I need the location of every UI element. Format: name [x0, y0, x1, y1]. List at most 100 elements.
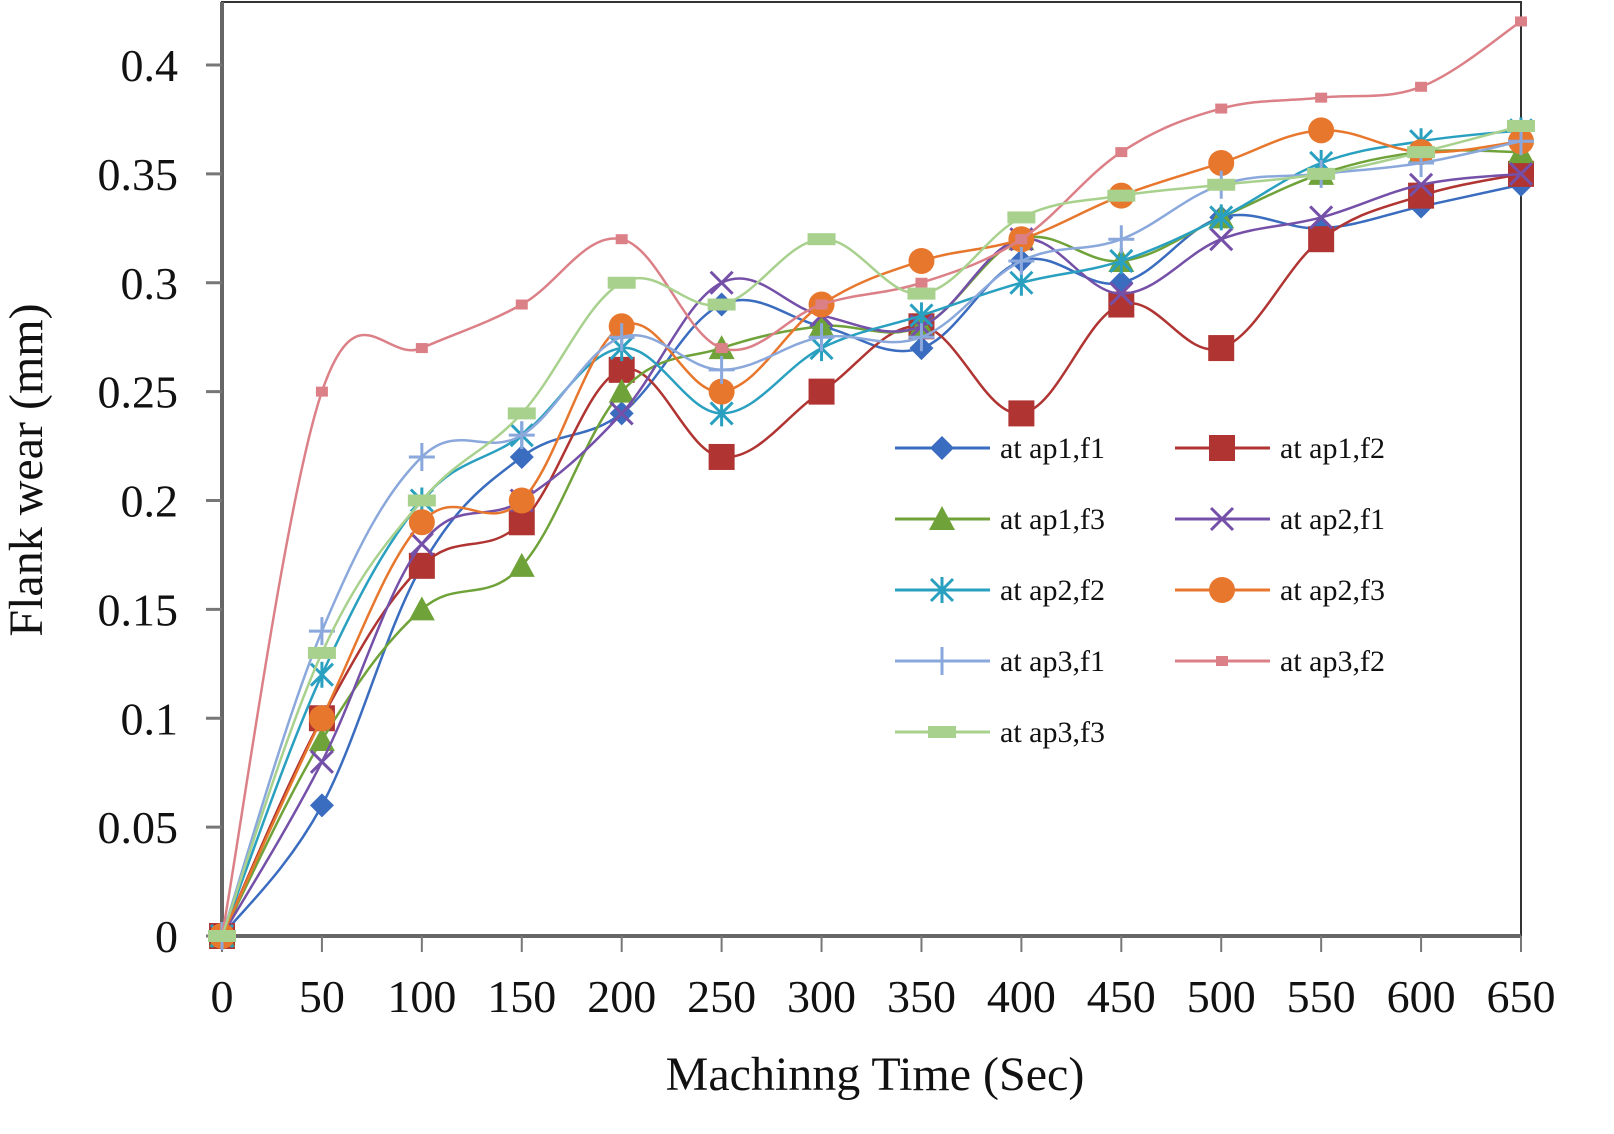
data-point: [1008, 400, 1035, 427]
x-tick-label: 350: [887, 971, 956, 1022]
y-tick-label: 0.15: [98, 584, 179, 635]
data-point: [708, 355, 735, 384]
legend-item: at ap1,f3: [895, 503, 1105, 536]
x-axis-title: Machinng Time (Sec): [666, 1048, 1085, 1101]
data-point: [1008, 246, 1035, 275]
data-point: [1015, 234, 1028, 245]
legend-item: at ap1,f1: [895, 432, 1105, 465]
y-tick-label: 0.1: [121, 693, 179, 744]
data-point: [708, 378, 735, 405]
data-point: [608, 378, 635, 403]
data-point: [408, 509, 435, 536]
data-point: [1415, 81, 1428, 92]
x-tick-label: 650: [1487, 971, 1556, 1022]
legend-item: at ap1,f2: [1175, 432, 1385, 465]
data-point: [407, 494, 436, 507]
data-point: [1407, 146, 1436, 159]
data-point: [607, 276, 636, 289]
data-point: [1507, 119, 1535, 132]
legend-label: at ap1,f2: [1280, 432, 1385, 465]
data-point: [307, 646, 336, 659]
x-tick-label: 250: [687, 971, 756, 1022]
data-point: [1315, 92, 1328, 103]
legend-label: at ap2,f1: [1280, 503, 1385, 536]
x-tick-label: 450: [1087, 971, 1156, 1022]
data-point: [708, 443, 735, 470]
data-point: [815, 299, 828, 310]
legend-label: at ap3,f1: [1000, 645, 1105, 678]
x-tick-label: 150: [487, 971, 556, 1022]
data-point: [309, 793, 334, 818]
data-point: [707, 298, 736, 311]
legend-label: at ap1,f1: [1000, 432, 1105, 465]
data-point: [1515, 16, 1527, 27]
data-point: [408, 596, 435, 621]
data-point: [1007, 211, 1036, 224]
data-point: [308, 727, 335, 752]
series-layer: [208, 16, 1535, 950]
x-tick-label: 400: [987, 971, 1056, 1022]
legend-label: at ap3,f3: [1000, 716, 1105, 749]
data-point: [808, 323, 835, 352]
legend-item: at ap3,f3: [895, 716, 1105, 749]
data-point: [1109, 281, 1134, 306]
data-point: [1208, 335, 1235, 362]
x-tick-label: 600: [1387, 971, 1456, 1022]
data-point: [608, 356, 635, 383]
data-point: [1409, 172, 1434, 197]
legend-marker: [1209, 577, 1235, 603]
legend-marker: [928, 726, 956, 738]
data-point: [709, 270, 734, 295]
y-tick-label: 0.2: [121, 476, 179, 527]
data-point: [415, 343, 428, 354]
data-point: [1308, 117, 1335, 144]
data-point: [807, 233, 836, 246]
data-point: [609, 401, 634, 426]
x-axis-ticks: 0 50 100 150 200 250 300 350 400 450 500 550 600 650: [211, 936, 1556, 1022]
data-point: [507, 407, 536, 420]
legend-label: at ap2,f2: [1000, 574, 1105, 607]
data-point: [508, 509, 535, 536]
data-point: [1309, 205, 1334, 230]
legend-label: at ap3,f2: [1280, 645, 1385, 678]
data-point: [1209, 227, 1234, 252]
data-point: [1115, 147, 1128, 158]
y-axis-title: Flank wear (mm): [0, 303, 53, 636]
data-point: [309, 749, 334, 774]
legend-marker: [1209, 506, 1235, 532]
legend-marker: [929, 506, 955, 530]
plot-frame: [221, 1, 1522, 937]
data-point: [1209, 204, 1234, 231]
y-axis-ticks: 0 0.05 0.1 0.15 0.2 0.25 0.3 0.35 0.4: [98, 40, 222, 962]
series-line: [220, 20, 1522, 937]
data-point: [508, 421, 535, 450]
data-point: [408, 442, 435, 471]
legend: at ap1,f1 at ap1,f2 at ap1,f3 at ap2,f1 at a…: [895, 432, 1385, 749]
data-point: [308, 705, 335, 732]
x-tick-label: 50: [299, 971, 345, 1022]
x-tick-label: 500: [1187, 971, 1256, 1022]
data-point: [1108, 291, 1135, 318]
legend-label: at ap1,f3: [1000, 503, 1105, 536]
data-point: [208, 930, 236, 942]
x-tick-label: 100: [387, 971, 456, 1022]
x-tick-label: 300: [787, 971, 856, 1022]
legend-item: at ap3,f1: [895, 645, 1105, 678]
data-point: [509, 444, 534, 469]
data-point: [308, 617, 335, 646]
legend-marker: [929, 577, 955, 603]
data-point: [615, 234, 628, 245]
legend-marker: [930, 436, 954, 460]
series-at-ap3-f3: [208, 119, 1535, 942]
data-point: [709, 400, 734, 427]
data-point: [1107, 189, 1136, 202]
y-tick-label: 0.3: [121, 258, 179, 309]
legend-item: at ap2,f1: [1175, 503, 1385, 536]
legend-marker: [929, 647, 955, 675]
data-point: [715, 343, 728, 354]
data-point: [908, 323, 935, 352]
legend-item: at ap2,f2: [895, 574, 1105, 607]
y-tick-label: 0.25: [98, 367, 179, 418]
data-point: [508, 552, 535, 577]
